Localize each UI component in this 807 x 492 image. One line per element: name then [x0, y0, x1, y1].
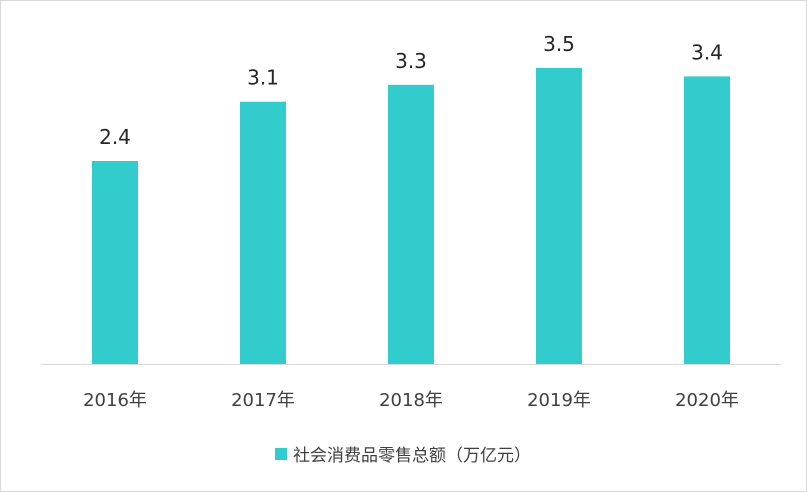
data-label-1: 3.1 — [247, 66, 279, 90]
x-tick-label-2: 2018年 — [379, 390, 443, 411]
legend-swatch — [275, 448, 287, 460]
bar-1 — [240, 101, 286, 364]
data-label-0: 2.4 — [99, 125, 131, 149]
x-tick-labels-layer: 2016年 2017年 2018年 2019年 2020年 — [83, 390, 739, 411]
bar-0 — [92, 161, 138, 364]
data-labels-layer: 2.4 3.1 3.3 3.5 3.4 — [99, 32, 723, 149]
bar-2 — [388, 84, 434, 365]
data-label-2: 3.3 — [395, 49, 427, 73]
bars-layer — [92, 67, 730, 365]
bar-3 — [536, 67, 582, 365]
data-label-3: 3.5 — [543, 32, 575, 56]
bar-4 — [684, 76, 730, 365]
data-label-4: 3.4 — [691, 40, 723, 64]
legend-label: 社会消费品零售总额（万亿元） — [293, 446, 531, 466]
x-tick-label-4: 2020年 — [675, 390, 739, 411]
x-tick-label-0: 2016年 — [83, 390, 147, 411]
legend: 社会消费品零售总额（万亿元） — [275, 446, 531, 466]
x-tick-label-1: 2017年 — [231, 390, 295, 411]
x-tick-label-3: 2019年 — [527, 390, 591, 411]
